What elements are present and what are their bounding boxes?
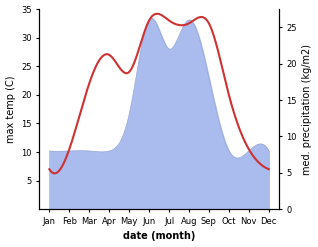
- X-axis label: date (month): date (month): [123, 231, 195, 242]
- Y-axis label: max temp (C): max temp (C): [5, 75, 16, 143]
- Y-axis label: med. precipitation (kg/m2): med. precipitation (kg/m2): [302, 44, 313, 175]
